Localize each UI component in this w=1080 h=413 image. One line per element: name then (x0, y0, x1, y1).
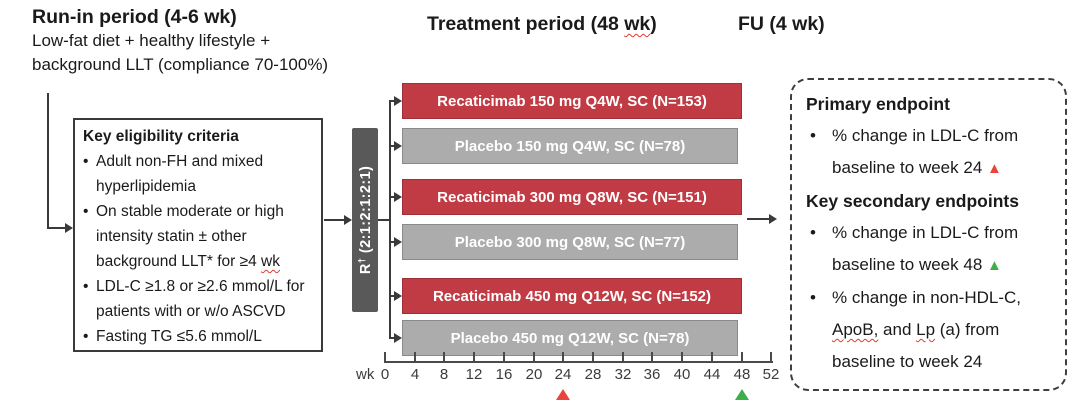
arm-arrowhead-icon (394, 192, 402, 202)
week-label: 0 (380, 366, 390, 383)
secondary-endpoint-line: baseline to week 24 (832, 352, 983, 371)
branch-stem-line (378, 219, 390, 221)
week-tick (503, 352, 505, 363)
week-tick (443, 352, 445, 363)
eligibility-title: Key eligibility criteria (83, 128, 239, 145)
week-tick (473, 352, 475, 363)
bullet-icon: • (83, 278, 89, 295)
arrow-runin-arrowhead-icon (65, 223, 73, 233)
week-tick (711, 352, 713, 363)
branch-vertical-line (389, 100, 391, 339)
bullet-icon: • (810, 223, 816, 242)
green-triangle-icon: ▲ (987, 257, 1002, 274)
eligibility-line: intensity statin ± other (96, 228, 247, 245)
week-label: 4 (410, 366, 420, 383)
arm-arrowhead-icon (394, 291, 402, 301)
arm-bar-recaticimab-450-q12w: Recaticimab 450 mg Q12W, SC (N=152) (402, 278, 742, 314)
arm-arrow-line (389, 145, 396, 147)
week-label: 28 (584, 366, 602, 383)
week-24-marker-triangle-icon (556, 389, 570, 400)
arm-bar-placebo-450-q12w: Placebo 450 mg Q12W, SC (N=78) (402, 320, 738, 356)
week-tick (741, 352, 743, 363)
week-tick (562, 352, 564, 363)
arm-arrow-line (389, 337, 396, 339)
week-tick (770, 352, 772, 363)
eligibility-line: • Fasting TG ≤5.6 mmol/L (83, 324, 317, 349)
week-tick (681, 352, 683, 363)
arm-bar-recaticimab-300-q8w: Recaticimab 300 mg Q8W, SC (N=151) (402, 179, 742, 215)
arm-arrowhead-icon (394, 96, 402, 106)
runin-desc-line2: background LLT (compliance 70-100%) (32, 54, 329, 74)
week-label: 32 (614, 366, 632, 383)
runin-title: Run-in period (4-6 wk) (32, 6, 237, 28)
secondary-endpoint-line: baseline to week 48 ▲ (832, 255, 1002, 274)
eligibility-line: • Adult non-FH and mixed (83, 149, 317, 174)
week-tick (651, 352, 653, 363)
week-tick (592, 352, 594, 363)
randomization-bar: R† (2:1:2:1:2:1) (352, 128, 378, 312)
red-triangle-icon: ▲ (987, 160, 1002, 177)
arrow-runin-vertical-line (47, 93, 49, 229)
primary-endpoint-title: Primary endpoint (806, 94, 950, 114)
week-label: 40 (673, 366, 691, 383)
week-axis-line (385, 361, 773, 363)
bullet-icon: • (83, 153, 89, 170)
week-label: 12 (465, 366, 483, 383)
week-tick (384, 352, 386, 363)
secondary-endpoint-line: ApoB, and Lp (a) from (832, 320, 1000, 339)
week-label: 44 (703, 366, 721, 383)
eligibility-line: • On stable moderate or high (83, 199, 317, 224)
week-label: 16 (495, 366, 513, 383)
arm-arrow-line (389, 241, 396, 243)
bullet-icon: • (810, 126, 816, 145)
arm-bar-placebo-300-q8w: Placebo 300 mg Q8W, SC (N=77) (402, 224, 738, 260)
treatment-period-header: Treatment period (48 wk) (427, 13, 657, 35)
week-label: 20 (525, 366, 543, 383)
arm-arrow-line (389, 295, 396, 297)
week-axis-unit-label: wk (356, 366, 375, 383)
fu-header: FU (4 wk) (738, 13, 825, 35)
week-tick (414, 352, 416, 363)
week-label: 36 (643, 366, 661, 383)
runin-block: Run-in period (4-6 wk) Low-fat diet + he… (32, 6, 328, 76)
week-label: 52 (762, 366, 780, 383)
week-48-marker-triangle-icon (735, 389, 749, 400)
eligibility-box: Key eligibility criteria • Adult non-FH a… (73, 118, 323, 352)
secondary-endpoints-title: Key secondary endpoints (806, 191, 1019, 211)
week-label: 24 (554, 366, 572, 383)
eligibility-line: patients with or w/o ASCVD (96, 303, 286, 320)
primary-endpoint-line: baseline to week 24 ▲ (832, 158, 1002, 177)
arrow-eligibility-to-randomization-arrowhead-icon (344, 215, 352, 225)
eligibility-line: background LLT* for ≥4 wk (96, 253, 280, 270)
arm-bar-recaticimab-150-q4w: Recaticimab 150 mg Q4W, SC (N=153) (402, 83, 742, 119)
eligibility-line: • LDL-C ≥1.8 or ≥2.6 mmol/L for (83, 274, 317, 299)
week-label: 48 (733, 366, 751, 383)
arm-arrowhead-icon (394, 237, 402, 247)
arrow-eligibility-to-randomization-line (324, 219, 346, 221)
secondary-endpoint-line: •% change in LDL-C from (806, 217, 1061, 249)
runin-desc-line1: Low-fat diet + healthy lifestyle + (32, 31, 271, 50)
arm-arrow-line (389, 100, 396, 102)
bullet-icon: • (83, 203, 89, 220)
randomization-label: R† (2:1:2:1:2:1) (356, 165, 374, 275)
arm-arrowhead-icon (394, 141, 402, 151)
arrow-runin-horizontal-line (47, 227, 65, 229)
eligibility-line: hyperlipidemia (96, 178, 196, 195)
week-label: 8 (439, 366, 449, 383)
primary-endpoint-line: •% change in LDL-C from (806, 120, 1061, 152)
secondary-endpoint-line: •% change in non-HDL-C, (806, 282, 1061, 314)
endpoints-box: Primary endpoint •% change in LDL-C from… (790, 78, 1067, 391)
week-tick (622, 352, 624, 363)
bullet-icon: • (83, 328, 89, 345)
week-tick (533, 352, 535, 363)
arrow-to-endpoints-line (747, 218, 770, 220)
arrow-to-endpoints-arrowhead-icon (769, 214, 777, 224)
arm-arrowhead-icon (394, 333, 402, 343)
arm-bar-placebo-150-q4w: Placebo 150 mg Q4W, SC (N=78) (402, 128, 738, 164)
arm-arrow-line (389, 196, 396, 198)
bullet-icon: • (810, 288, 816, 307)
